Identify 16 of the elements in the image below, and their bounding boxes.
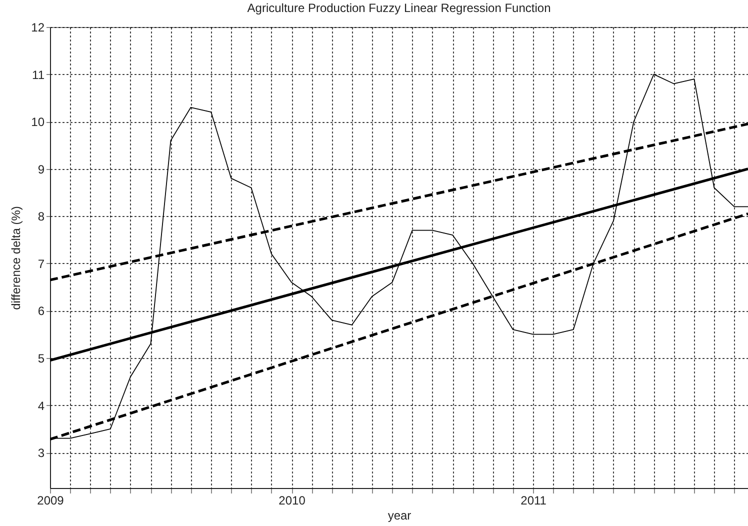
y-tick-label: 5 [38, 351, 45, 366]
y-tick-label: 9 [38, 162, 45, 176]
x-tick-label: 2010 [278, 494, 306, 508]
y-tick-label: 7 [38, 256, 45, 271]
y-tick-label: 6 [38, 304, 45, 318]
y-tick-label: 11 [32, 68, 45, 82]
y-tick-label: 3 [38, 446, 45, 460]
x-tick-label: 2011 [520, 494, 547, 508]
chart-title: Agriculture Production Fuzzy Linear Regression Function [247, 1, 551, 15]
x-axis-title: year [388, 508, 412, 522]
y-axis-title: difference delta (%) [9, 206, 24, 310]
y-tick-label: 10 [31, 115, 45, 130]
y-tick-label: 12 [31, 20, 45, 34]
y-tick-label: 8 [38, 210, 45, 224]
x-tick-label: 2009 [37, 494, 64, 508]
y-tick-label: 4 [38, 398, 45, 413]
